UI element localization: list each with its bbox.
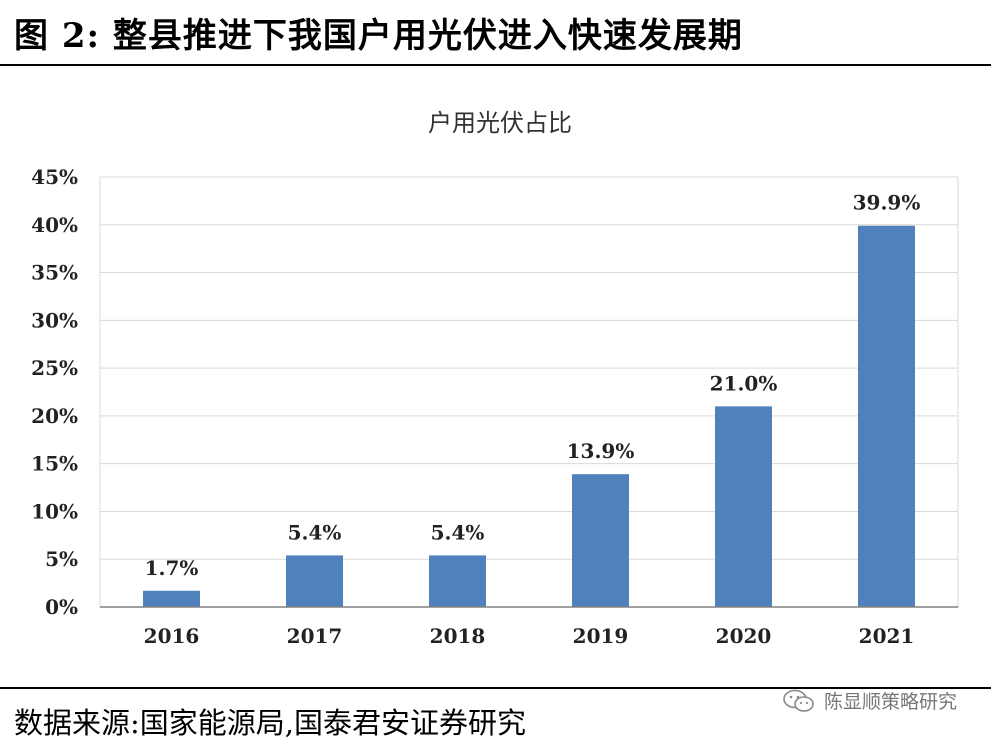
bars	[143, 225, 915, 607]
y-tick-label: 25%	[31, 356, 78, 380]
data-label: 1.7%	[145, 556, 199, 580]
chart-title: 户用光伏占比	[428, 109, 572, 137]
x-tick-label: 2020	[716, 624, 772, 648]
source-note: 数据来源:国家能源局,国泰君安证券研究	[14, 706, 526, 740]
watermark: 陈显顺策略研究	[782, 687, 957, 714]
y-tick-label: 10%	[31, 499, 78, 523]
x-tick-label: 2021	[859, 624, 915, 648]
x-axis-tick-labels: 2016 2017 2018 2019 2020 2021	[144, 624, 915, 648]
x-tick-label: 2016	[144, 624, 200, 648]
x-tick-label: 2018	[430, 624, 486, 648]
y-tick-label: 20%	[31, 404, 78, 428]
watermark-text: 陈显顺策略研究	[823, 691, 957, 713]
bar-chart: 户用光伏占比 0% 5% 10% 15% 20% 25% 30% 35% 40% 45% 1.7%…	[31, 109, 959, 648]
x-tick-label: 2017	[287, 624, 343, 648]
bar	[715, 406, 772, 607]
bar	[143, 590, 200, 607]
y-tick-label: 15%	[31, 452, 78, 476]
bar	[572, 474, 629, 607]
bar	[429, 555, 486, 607]
y-axis-tick-labels: 0% 5% 10% 15% 20% 25% 30% 35% 40% 45%	[31, 165, 78, 619]
data-label: 39.9%	[853, 191, 921, 215]
y-tick-label: 30%	[31, 308, 78, 332]
y-tick-label: 45%	[31, 165, 78, 189]
y-tick-label: 40%	[31, 213, 78, 237]
x-tick-label: 2019	[573, 624, 629, 648]
wechat-icon	[783, 689, 814, 712]
plot-area	[99, 176, 959, 608]
top-rule	[0, 64, 991, 66]
y-tick-label: 0%	[45, 595, 78, 619]
data-labels: 1.7% 5.4% 5.4% 13.9% 21.0% 39.9%	[145, 191, 921, 580]
bar	[286, 555, 343, 607]
data-label: 5.4%	[431, 520, 485, 544]
bottom-rule	[0, 687, 991, 689]
gridlines	[100, 176, 958, 560]
figure-title: 图 2: 整县推进下我国户用光伏进入快速发展期	[14, 16, 743, 56]
data-label: 21.0%	[710, 371, 778, 395]
data-label: 13.9%	[567, 439, 635, 463]
y-tick-label: 5%	[45, 547, 78, 571]
y-tick-label: 35%	[31, 261, 78, 285]
data-label: 5.4%	[288, 520, 342, 544]
bar	[858, 225, 915, 607]
